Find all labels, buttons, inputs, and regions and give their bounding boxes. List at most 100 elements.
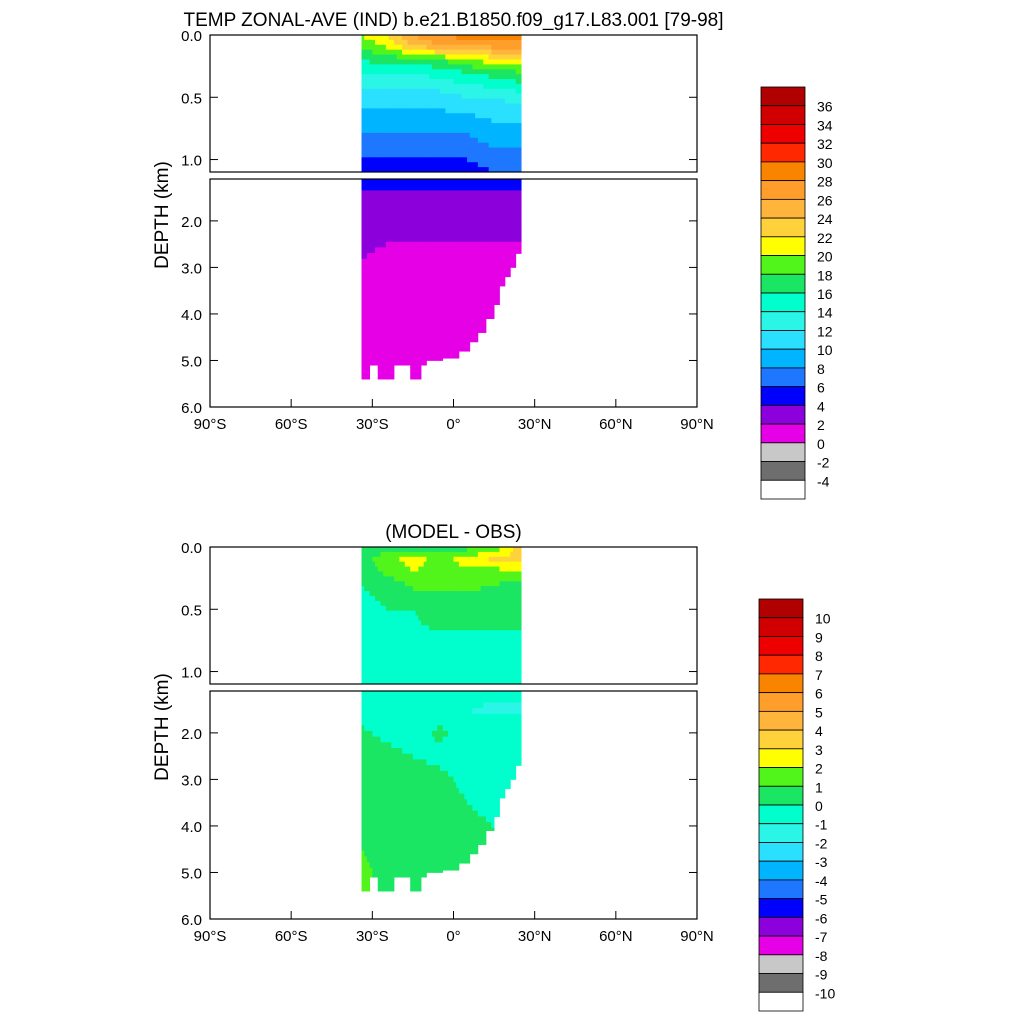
field-cell (416, 208, 419, 214)
field-cell (399, 552, 402, 557)
field-cell (456, 208, 459, 214)
field-cell (499, 148, 502, 153)
field-cell (391, 620, 394, 625)
field-cell (397, 99, 400, 104)
field-cell (364, 333, 367, 339)
field-cell (413, 562, 416, 567)
field-cell (378, 725, 381, 731)
field-cell (429, 94, 432, 99)
field-cell (510, 179, 513, 185)
field-cell (424, 104, 427, 109)
field-cell (394, 794, 397, 800)
field-cell (367, 379, 370, 380)
field-cell (464, 236, 467, 242)
field-cell (437, 339, 440, 345)
field-cell (386, 213, 389, 219)
field-cell (478, 133, 481, 138)
field-cell (394, 304, 397, 310)
field-cell (408, 287, 411, 293)
field-cell (459, 128, 462, 133)
field-cell (451, 276, 454, 282)
field-cell (367, 754, 370, 760)
field-cell (370, 748, 373, 754)
field-cell (402, 720, 405, 726)
field-cell (413, 50, 416, 55)
field-cell (364, 310, 367, 316)
field-cell (362, 650, 365, 655)
field-cell (451, 104, 454, 109)
field-cell (375, 811, 378, 817)
field-cell (513, 190, 516, 196)
field-cell (386, 242, 389, 248)
field-cell (362, 89, 365, 94)
colorbar-label: 0 (817, 436, 825, 452)
field-cell (380, 373, 383, 379)
field-cell (399, 287, 402, 293)
field-cell (402, 128, 405, 133)
y-tick-label: 0.5 (181, 90, 202, 107)
field-cell (402, 322, 405, 328)
field-cell (386, 162, 389, 167)
field-cell (432, 333, 435, 339)
field-cell (362, 69, 365, 74)
field-cell (416, 202, 419, 208)
field-cell (402, 190, 405, 196)
field-cell (405, 225, 408, 231)
field-cell (416, 697, 419, 703)
field-cell (475, 339, 478, 343)
field-cell (454, 310, 457, 316)
field-cell (464, 64, 467, 69)
field-cell (499, 225, 502, 231)
field-cell (459, 55, 462, 60)
field-cell (470, 118, 473, 123)
field-cell (464, 185, 467, 191)
field-cell (459, 236, 462, 242)
field-cell (394, 322, 397, 328)
field-cell (380, 714, 383, 720)
field-cell (397, 293, 400, 299)
field-cell (467, 50, 470, 55)
field-cell (421, 253, 424, 259)
field-cell (364, 601, 367, 606)
field-cell (486, 282, 489, 288)
field-cell (397, 94, 400, 99)
field-cell (375, 576, 378, 581)
field-cell (435, 50, 438, 55)
field-cell (386, 616, 389, 621)
field-cell (389, 625, 392, 630)
field-cell (405, 697, 408, 703)
field-cell (378, 674, 381, 679)
field-cell (370, 45, 373, 50)
field-cell (399, 356, 402, 362)
field-cell (362, 143, 365, 148)
field-cell (491, 236, 494, 242)
field-cell (456, 219, 459, 225)
field-cell (367, 94, 370, 99)
field-cell (481, 123, 484, 128)
field-cell (410, 547, 413, 552)
field-cell (494, 123, 497, 128)
field-cell (402, 327, 405, 333)
field-cell (372, 304, 375, 310)
field-cell (435, 322, 438, 328)
field-cell (459, 138, 462, 143)
field-cell (405, 247, 408, 253)
field-cell (397, 794, 400, 800)
field-cell (399, 152, 402, 157)
field-cell (372, 45, 375, 50)
field-cell (462, 99, 465, 104)
field-cell (421, 108, 424, 113)
field-cell (426, 162, 429, 167)
field-cell (413, 856, 416, 862)
field-cell (402, 708, 405, 714)
field-cell (424, 788, 427, 794)
field-cell (410, 293, 413, 299)
field-cell (429, 327, 432, 333)
field-cell (380, 845, 383, 851)
field-cell (508, 230, 511, 236)
field-cell (383, 616, 386, 621)
field-cell (440, 59, 443, 64)
field-cell (372, 138, 375, 143)
field-cell (416, 748, 419, 754)
field-cell (443, 133, 446, 138)
